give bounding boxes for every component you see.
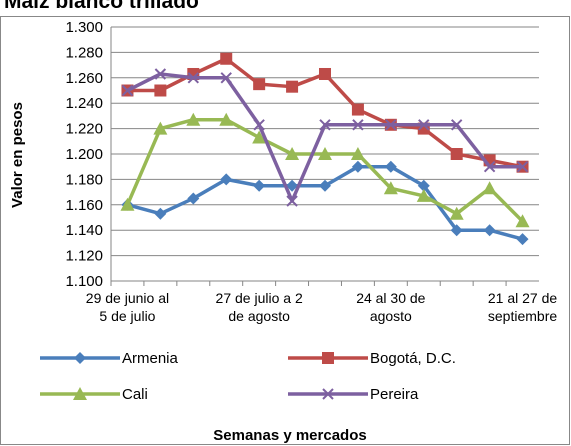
marker: [74, 352, 86, 364]
x-axis-label: Semanas y mercados: [213, 427, 366, 444]
marker: [318, 147, 332, 160]
x-tick-label: 29 de junio al 5 de julio: [85, 290, 170, 324]
marker: [483, 160, 496, 173]
marker: [483, 224, 496, 237]
marker: [385, 119, 397, 131]
marker: [186, 112, 201, 126]
marker: [450, 119, 463, 131]
marker: [286, 195, 298, 207]
y-tick-label: 1.180: [65, 171, 103, 188]
marker: [417, 179, 430, 192]
marker: [351, 160, 364, 173]
marker: [416, 188, 431, 202]
marker: [319, 119, 331, 131]
marker: [220, 173, 233, 186]
y-tick-label: 1.140: [65, 222, 103, 239]
series-line: [127, 164, 523, 241]
marker: [121, 84, 134, 97]
marker: [187, 72, 200, 84]
marker: [322, 388, 334, 400]
marker: [154, 68, 167, 80]
chart-title: Maíz blanco trillado: [4, 0, 199, 13]
marker: [351, 103, 364, 116]
marker: [322, 352, 334, 364]
marker: [220, 72, 232, 84]
marker: [120, 197, 135, 211]
legend-label: Cali: [122, 386, 148, 403]
marker: [253, 179, 266, 192]
y-tick-label: 1.240: [65, 95, 103, 112]
marker: [352, 119, 364, 131]
marker: [384, 160, 397, 173]
marker: [383, 181, 398, 195]
marker: [450, 148, 463, 160]
y-tick-label: 1.220: [65, 121, 103, 138]
y-tick-label: 1.160: [65, 197, 103, 214]
marker: [319, 179, 331, 192]
marker: [286, 179, 299, 192]
marker: [319, 67, 331, 80]
y-tick-label: 1.280: [65, 44, 103, 61]
marker: [418, 119, 430, 131]
x-tick-label: 21 al 27 de septiembre: [487, 290, 558, 324]
marker: [220, 52, 233, 65]
chart-frame: [0, 16, 570, 445]
marker: [450, 224, 463, 237]
marker: [154, 84, 167, 97]
marker: [482, 181, 497, 195]
marker: [253, 78, 266, 91]
marker: [516, 233, 529, 246]
x-tick-label: 27 de julio a 2 de agosto: [215, 290, 303, 324]
y-tick-label: 1.300: [65, 19, 103, 36]
marker: [286, 80, 299, 93]
y-tick-label: 1.200: [65, 146, 103, 163]
marker: [285, 147, 300, 160]
marker: [515, 214, 530, 228]
marker: [154, 207, 167, 220]
y-tick-label: 1.120: [65, 248, 103, 265]
marker: [449, 206, 464, 220]
legend-label: Pereira: [370, 386, 419, 403]
marker: [219, 112, 234, 126]
y-tick-label: 1.100: [65, 273, 103, 290]
legend-label: Bogotá, D.C.: [370, 350, 456, 367]
y-axis-label: Valor en pesos: [9, 102, 26, 208]
marker: [253, 119, 265, 131]
x-tick-label: 24 al 30 de agosto: [356, 290, 426, 324]
marker: [516, 160, 529, 173]
marker: [187, 192, 200, 205]
marker: [153, 121, 168, 135]
marker: [73, 387, 87, 400]
marker: [252, 130, 267, 144]
legend-label: Armenia: [122, 350, 179, 367]
marker: [350, 147, 365, 160]
y-tick-label: 1.260: [65, 70, 103, 87]
